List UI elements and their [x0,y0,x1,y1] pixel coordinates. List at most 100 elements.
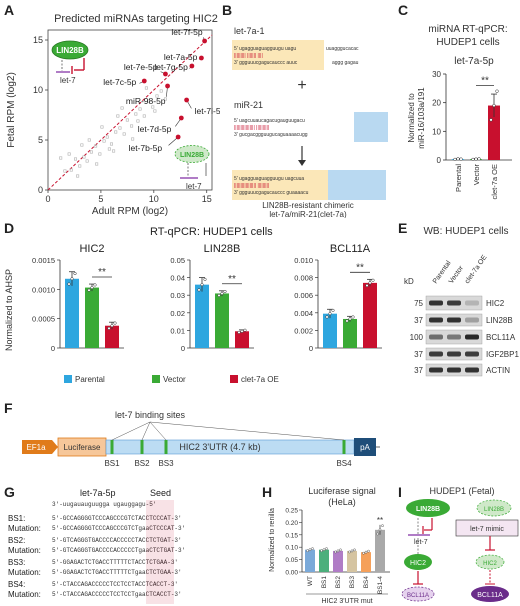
d-point [243,328,247,332]
g-mutation-label: Mutation: [8,590,41,599]
legend-oe: clet-7a OE [241,375,279,384]
highlight-point [163,71,168,77]
highlight-point [202,38,207,44]
svg-text:5' ugagguaguagguugu uagcuua: 5' ugagguaguagguugu uagcuua [234,176,304,182]
h-point [336,549,340,553]
panel-label-f: F [4,400,13,416]
d-point [110,324,114,328]
g-wt-seq: 5'-GTCAGGGTGACCCCACCCCCTACCTCTGAT-3' [52,537,182,544]
d-bar [235,331,249,348]
d-y-tick-label: 0.008 [294,274,313,283]
h-point [306,549,309,553]
h-point [381,524,384,528]
panel-label-i: I [398,484,402,500]
g-site-label: BS1: [8,514,26,523]
binding-site-label: BS2 [134,459,150,468]
d-point [200,283,204,287]
background-point [109,142,113,146]
svg-text:uuagggucacac: uuagggucacac [326,46,359,52]
panel-i-model: HUDEP1 (Fetal) LIN28B let-7 HIC2 BCL11A … [401,486,519,602]
d-y-tick-label: 0.0010 [32,285,55,294]
h-bar [305,549,315,572]
background-point [159,89,163,93]
x-tick-label: 5 [98,194,103,204]
background-point [144,86,148,90]
d-point [351,315,355,319]
d-y-tick-label: 0 [181,344,185,353]
background-point [163,97,167,101]
i-mimic-label: let-7 mimic [470,526,504,533]
scatter-plot-area [47,29,213,191]
legend-vector: Vector [163,375,186,384]
g-mut-seq: 5'-GCCAGGGGTCCCAGCCCGTCTgaaCTCCCAT-3' [52,525,186,532]
blot-marker: 75 [414,299,423,308]
highlight-point [199,55,204,61]
i-bcl11a-left [401,586,435,602]
g-mirna: let-7a-5p [80,488,116,498]
blot-band [447,367,461,373]
d-point [90,286,94,290]
background-point [82,155,86,159]
background-point [114,130,118,134]
g-site-label: BS2: [8,536,26,545]
c-point [477,157,481,161]
let7a1-highlight [232,40,324,70]
y-tick-label: 15 [33,35,43,45]
background-point [67,152,71,156]
x-tick-label: 10 [149,194,159,204]
background-point [120,106,124,110]
i-let7-label: let-7 [414,539,428,546]
background-point [69,168,73,172]
inset-left-protein: LIN28B [56,46,84,55]
let7a1-hairpin: 5' ugagguaguagguugu uagu ||||||||| |||||… [234,46,359,66]
blot-marker: 37 [414,366,423,375]
blot-band [447,317,461,323]
d-bar [363,282,377,348]
chimera-hairpin: 5' ugagguaguagguugu uagcuua ||||||||||||… [234,176,309,196]
svg-text:5' ugagguaguagguugu uagu: 5' ugagguaguagguugu uagu [234,46,296,52]
binding-site-pointer [141,421,151,441]
background-point [80,143,84,147]
mir21-hairpin: 5' uagcuuaucagacugauguugacu ||||||||||||… [234,118,308,138]
h-category-label: BS3 [349,576,356,589]
d-point [371,278,375,282]
blot-band [447,334,461,340]
f-utr: HIC2 3'UTR (4.7 kb) [179,442,260,452]
binding-site-label: BS3 [158,459,174,468]
d-y-tick-label: 0.004 [294,309,313,318]
background-point [59,156,63,160]
h-y-tick-label: 0.20 [285,520,298,527]
background-point [112,149,116,153]
highlight-label: let-7b-5p [129,143,163,153]
g-wt-seq: 5'-GGAGACTCTGACCTTTTTCTACCTCTGAA-3' [52,559,179,566]
c-y-tick-label: 30 [432,70,441,79]
blot-label: ACTIN [486,366,510,375]
d-y-tick-label: 0.006 [294,291,313,300]
d-ylabel: Normalized to AHSP [4,269,14,351]
svg-text:3' ggguuucgagucauccc auuc: 3' ggguuucgagucauccc auuc [234,60,298,66]
d-y-tick-label: 0 [51,344,55,353]
panel-label-b: B [222,2,233,18]
highlight-label: let-7i-5p [195,106,220,116]
d-bar [343,318,357,348]
d-point [67,282,71,286]
panel-label-c: C [398,2,409,18]
d-point [365,283,369,288]
d-y-tick-label: 0.05 [170,256,185,265]
highlight-label: let-7g-5p [154,62,188,72]
i-lin28b-left [406,499,450,517]
background-point [102,139,106,143]
scatter-ylabel: Fetal RPM (log2) [6,72,17,148]
binding-site-label: BS4 [336,459,352,468]
d-bar [215,293,229,348]
d-point [345,319,349,323]
c-point [459,157,463,161]
background-point [95,162,99,166]
binding-site-label: BS1 [104,459,120,468]
d-bar [65,278,79,348]
h-point [376,532,379,536]
pa-box [354,438,376,456]
background-point [76,174,80,178]
let7a1-label: let-7a-1 [234,26,265,36]
blot-label: BCL11A [486,333,516,342]
